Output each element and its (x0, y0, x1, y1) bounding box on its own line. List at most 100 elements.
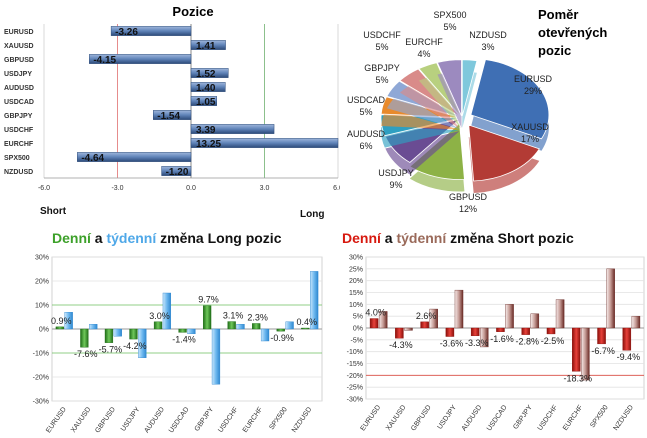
positions-category-label: GBPJPY (4, 113, 33, 120)
short-bar-weekly-spx500 (606, 268, 615, 329)
pie-slice-nzdusd (461, 59, 478, 117)
short-title-rest: změna Short pozic (446, 230, 574, 246)
positions-category-label: SPX500 (4, 155, 30, 162)
long-data-label-usdcad: -1.4% (172, 334, 196, 344)
short-category-label: GBPJPY (512, 404, 534, 431)
short-bar-daily-nzdusd (622, 327, 632, 351)
short-data-label-usdcad: -1.6% (490, 334, 514, 344)
short-data-label-gbpjpy: -2.8% (516, 337, 540, 347)
long-y-tick: 0% (39, 327, 49, 334)
short-category-label: XAUUSD (385, 404, 407, 432)
short-bar-daily-eurchf (572, 327, 581, 372)
pie-slice-spx500 (436, 59, 462, 117)
short-y-tick: -5% (351, 337, 363, 344)
positions-category-label: EURCHF (4, 141, 34, 148)
short-y-tick: 25% (349, 266, 363, 273)
long-bar-daily-eurusd (55, 326, 64, 330)
long-data-label-audusd: 3.0% (149, 311, 170, 321)
short-bar-daily-spx500 (597, 327, 606, 345)
short-bar-weekly-nzdusd (631, 315, 641, 329)
position-bar-eurusd (110, 26, 192, 36)
short-bar-daily-usdchf (546, 327, 556, 335)
long-bar-daily-xauusd (80, 328, 89, 348)
long-bar-daily-usdjpy (129, 328, 138, 340)
positions-category-label: NZDUSD (4, 169, 33, 176)
long-bar-daily-audusd (153, 321, 163, 330)
pie-label-name-spx500: SPX500 (433, 10, 466, 20)
pie-label-name-xauusd: XAUUSD (511, 122, 549, 132)
short-bar-weekly-usdchf (555, 299, 565, 329)
position-value-gbpjpy: -1.54 (157, 111, 180, 122)
long-title-daily: Denní (52, 230, 92, 246)
short-bar-daily-xauusd (395, 327, 404, 339)
short-bar-daily-usdjpy (445, 327, 455, 337)
long-category-label: GBPJPY (194, 406, 216, 433)
position-value-usdcad: 1.05 (196, 97, 216, 108)
position-value-spx500: -4.64 (81, 153, 104, 164)
long-category-label: USDJPY (120, 406, 142, 433)
short-y-tick: 10% (349, 302, 363, 309)
short-data-label-audusd: -3.3% (465, 338, 489, 348)
short-change-bar-chart: Denní a týdenní změna Short pozic 30% 25%… (342, 230, 645, 432)
short-data-label-eurusd: 4.0% (365, 308, 386, 318)
long-bar-daily-spx500 (276, 328, 285, 332)
positions-category-label: GBPUSD (4, 57, 34, 64)
long-bar-daily-nzdusd (301, 327, 310, 330)
pie-label-name-gbpjpy: GBPJPY (364, 63, 400, 73)
short-category-label: EURCHF (562, 404, 584, 432)
short-y-tick: -10% (347, 349, 363, 356)
short-category-label: SPX500 (589, 404, 610, 429)
long-category-label: USDCHF (217, 406, 239, 434)
short-data-label-usdjpy: -3.6% (440, 339, 464, 349)
long-data-label-usdchf: 3.1% (223, 311, 244, 321)
short-y-tick: 0% (353, 326, 363, 333)
long-bar-weekly-eurusd (64, 311, 73, 330)
short-y-tick: 20% (349, 278, 363, 285)
long-data-label-gbpusd: -5.7% (99, 345, 123, 355)
long-data-label-eurusd: 0.9% (51, 316, 72, 326)
positions-category-label: XAUUSD (4, 43, 34, 50)
short-category-label: USDCAD (486, 404, 509, 432)
long-bar-daily-usdchf (227, 321, 236, 330)
pie-slice-side-usdchf (399, 81, 461, 129)
long-change-bar-chart: Denní a týdenní změna Long pozic 30% 20% 1… (33, 230, 323, 434)
positions-category-label: USDJPY (4, 71, 32, 78)
long-y-tick: 20% (35, 279, 49, 286)
long-bar-daily-usdcad (178, 328, 187, 333)
position-bar-usdjpy (190, 68, 229, 78)
long-bar-weekly-nzdusd (310, 271, 319, 330)
long-category-label: GBPUSD (94, 406, 117, 434)
long-category-label: NZDUSD (291, 406, 313, 434)
pie-label-value-nzdusd: 3% (481, 42, 494, 52)
short-data-label-spx500: -6.7% (591, 346, 615, 356)
long-data-label-spx500: -0.9% (270, 333, 294, 343)
long-title-weekly: týdenní (106, 230, 157, 246)
short-y-tick: -20% (347, 373, 363, 380)
long-bar-weekly-xauusd (89, 323, 98, 330)
pie-label-name-nzdusd: NZDUSD (469, 30, 507, 40)
pie-label-value-usdchf: 5% (375, 42, 388, 52)
pie-label-value-eurusd: 29% (524, 86, 542, 96)
position-bar-usdchf (190, 124, 275, 134)
short-y-tick: -15% (347, 361, 363, 368)
open-positions-pie-chart: Poměr otevřených pozic EURUSD 29% XAUUSD 17… (347, 7, 607, 214)
long-data-label-eurchf: 2.3% (247, 312, 268, 322)
short-bar-daily-gbpjpy (521, 327, 530, 335)
long-category-label: USDCAD (168, 406, 191, 434)
short-label: Short (40, 206, 67, 217)
pie-label-value-xauusd: 17% (521, 134, 539, 144)
short-bar-weekly-gbpusd (429, 308, 438, 329)
short-data-label-usdchf: -2.5% (541, 336, 565, 346)
short-category-label: NZDUSD (613, 404, 635, 432)
position-bar-gbpusd (89, 54, 192, 64)
pie-title-line-3: pozic (538, 43, 571, 58)
pie-label-name-gbpusd: GBPUSD (449, 192, 488, 202)
pie-label-value-gbpjpy: 5% (375, 75, 388, 85)
positions-bar-chart: Pozice EURUSD XAUUSD GBPUSD USDJPY AUDUSD USD… (4, 4, 340, 220)
short-title-weekly: týdenní (396, 230, 447, 246)
long-category-label: XAUUSD (70, 406, 92, 434)
long-category-label: SPX500 (268, 406, 289, 431)
pie-slice-eurusd (470, 59, 550, 140)
pie-label-name-usdcad: USDCAD (347, 95, 386, 105)
pie-label-name-eurchf: EURCHF (405, 37, 443, 47)
